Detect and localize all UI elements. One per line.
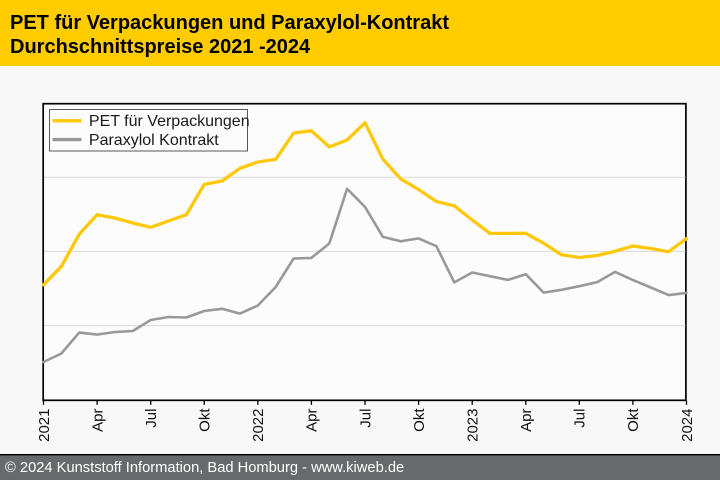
svg-text:Paraxylol Kontrakt: Paraxylol Kontrakt (89, 132, 219, 149)
svg-text:Apr: Apr (304, 408, 321, 431)
svg-text:2022: 2022 (250, 409, 267, 442)
svg-text:PET für Verpackungen und Parax: PET für Verpackungen und Paraxylol-Kontr… (10, 12, 449, 34)
svg-text:2023: 2023 (465, 409, 482, 442)
svg-text:Okt: Okt (625, 408, 642, 432)
svg-text:Apr: Apr (518, 408, 535, 431)
svg-text:Jul: Jul (143, 409, 160, 428)
svg-text:Jul: Jul (572, 409, 589, 428)
svg-text:Durchschnittspreise 2021 -2024: Durchschnittspreise 2021 -2024 (10, 36, 311, 58)
svg-text:Jul: Jul (357, 409, 374, 428)
svg-text:Okt: Okt (197, 408, 214, 432)
svg-text:Apr: Apr (89, 408, 106, 431)
svg-text:© 2024 Kunststoff Information,: © 2024 Kunststoff Information, Bad Hombu… (5, 460, 404, 476)
svg-text:Okt: Okt (411, 408, 428, 432)
svg-text:2024: 2024 (679, 409, 696, 442)
svg-text:PET für Verpackungen: PET für Verpackungen (89, 113, 250, 130)
svg-text:2021: 2021 (36, 409, 53, 442)
